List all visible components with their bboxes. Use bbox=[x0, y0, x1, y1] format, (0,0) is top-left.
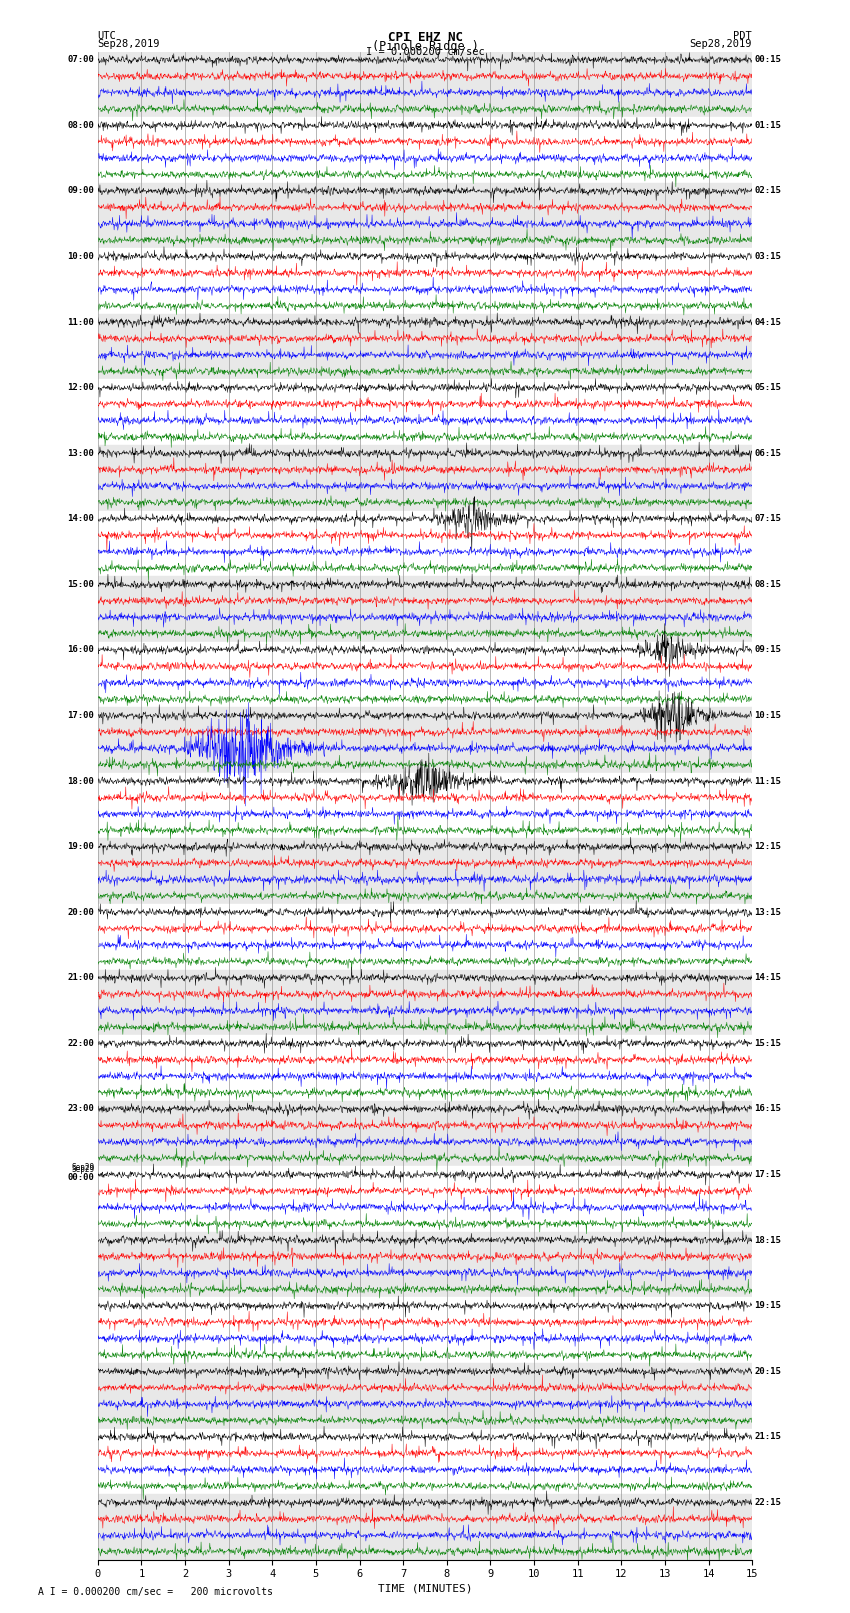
Text: 17:00: 17:00 bbox=[68, 711, 94, 719]
Bar bbox=[98, 969, 752, 1036]
Text: 18:00: 18:00 bbox=[68, 776, 94, 786]
Text: 02:15: 02:15 bbox=[754, 187, 781, 195]
Bar bbox=[98, 379, 752, 445]
Text: Sep29: Sep29 bbox=[71, 1165, 94, 1174]
Text: 01:15: 01:15 bbox=[754, 121, 781, 131]
Text: 08:00: 08:00 bbox=[68, 121, 94, 131]
Bar bbox=[98, 118, 752, 182]
Text: 10:00: 10:00 bbox=[68, 252, 94, 261]
Bar bbox=[98, 1494, 752, 1560]
Text: 12:15: 12:15 bbox=[754, 842, 781, 852]
Text: CPI EHZ NC: CPI EHZ NC bbox=[388, 31, 462, 45]
Text: 23:00: 23:00 bbox=[68, 1105, 94, 1113]
Text: 09:00: 09:00 bbox=[68, 187, 94, 195]
Text: 17:15: 17:15 bbox=[754, 1169, 781, 1179]
Bar bbox=[98, 1232, 752, 1297]
Bar bbox=[98, 1100, 752, 1166]
Bar bbox=[98, 248, 752, 315]
Text: 05:15: 05:15 bbox=[754, 384, 781, 392]
Bar bbox=[98, 708, 752, 773]
Text: 19:00: 19:00 bbox=[68, 842, 94, 852]
Text: Sep28,2019: Sep28,2019 bbox=[98, 39, 161, 48]
Text: I = 0.000200 cm/sec: I = 0.000200 cm/sec bbox=[366, 47, 484, 56]
Bar bbox=[98, 511, 752, 576]
Text: 22:15: 22:15 bbox=[754, 1498, 781, 1507]
Text: 14:00: 14:00 bbox=[68, 515, 94, 523]
Bar bbox=[98, 1166, 752, 1232]
Bar bbox=[98, 315, 752, 379]
Bar bbox=[98, 182, 752, 248]
Bar bbox=[98, 1363, 752, 1429]
Text: 13:00: 13:00 bbox=[68, 448, 94, 458]
Bar bbox=[98, 642, 752, 708]
Bar bbox=[98, 445, 752, 511]
Text: 11:15: 11:15 bbox=[754, 776, 781, 786]
Text: Sep28,2019: Sep28,2019 bbox=[689, 39, 752, 48]
Bar bbox=[98, 576, 752, 642]
Text: 16:15: 16:15 bbox=[754, 1105, 781, 1113]
Bar bbox=[98, 1036, 752, 1100]
Text: 00:00: 00:00 bbox=[68, 1173, 94, 1182]
Text: UTC: UTC bbox=[98, 31, 116, 42]
X-axis label: TIME (MINUTES): TIME (MINUTES) bbox=[377, 1584, 473, 1594]
Text: 11:00: 11:00 bbox=[68, 318, 94, 326]
Text: 20:00: 20:00 bbox=[68, 908, 94, 916]
Text: 09:15: 09:15 bbox=[754, 645, 781, 655]
Text: 04:15: 04:15 bbox=[754, 318, 781, 326]
Text: 10:15: 10:15 bbox=[754, 711, 781, 719]
Text: 22:00: 22:00 bbox=[68, 1039, 94, 1048]
Bar bbox=[98, 773, 752, 839]
Text: 00:15: 00:15 bbox=[754, 55, 781, 65]
Text: 03:15: 03:15 bbox=[754, 252, 781, 261]
Text: 16:00: 16:00 bbox=[68, 645, 94, 655]
Text: 14:15: 14:15 bbox=[754, 973, 781, 982]
Text: Sep29: Sep29 bbox=[71, 1163, 94, 1173]
Bar bbox=[98, 903, 752, 969]
Text: A I = 0.000200 cm/sec =   200 microvolts: A I = 0.000200 cm/sec = 200 microvolts bbox=[38, 1587, 273, 1597]
Text: 18:15: 18:15 bbox=[754, 1236, 781, 1245]
Text: 15:15: 15:15 bbox=[754, 1039, 781, 1048]
Text: (Pinole Ridge ): (Pinole Ridge ) bbox=[371, 39, 479, 53]
Text: PDT: PDT bbox=[734, 31, 752, 42]
Text: 21:00: 21:00 bbox=[68, 973, 94, 982]
Text: 06:15: 06:15 bbox=[754, 448, 781, 458]
Text: 08:15: 08:15 bbox=[754, 581, 781, 589]
Bar bbox=[98, 1429, 752, 1494]
Text: 19:15: 19:15 bbox=[754, 1302, 781, 1310]
Bar bbox=[98, 839, 752, 903]
Text: 20:15: 20:15 bbox=[754, 1366, 781, 1376]
Text: 15:00: 15:00 bbox=[68, 581, 94, 589]
Bar bbox=[98, 52, 752, 118]
Text: 07:15: 07:15 bbox=[754, 515, 781, 523]
Text: 21:15: 21:15 bbox=[754, 1432, 781, 1442]
Text: 13:15: 13:15 bbox=[754, 908, 781, 916]
Bar bbox=[98, 1297, 752, 1363]
Text: 07:00: 07:00 bbox=[68, 55, 94, 65]
Text: 12:00: 12:00 bbox=[68, 384, 94, 392]
